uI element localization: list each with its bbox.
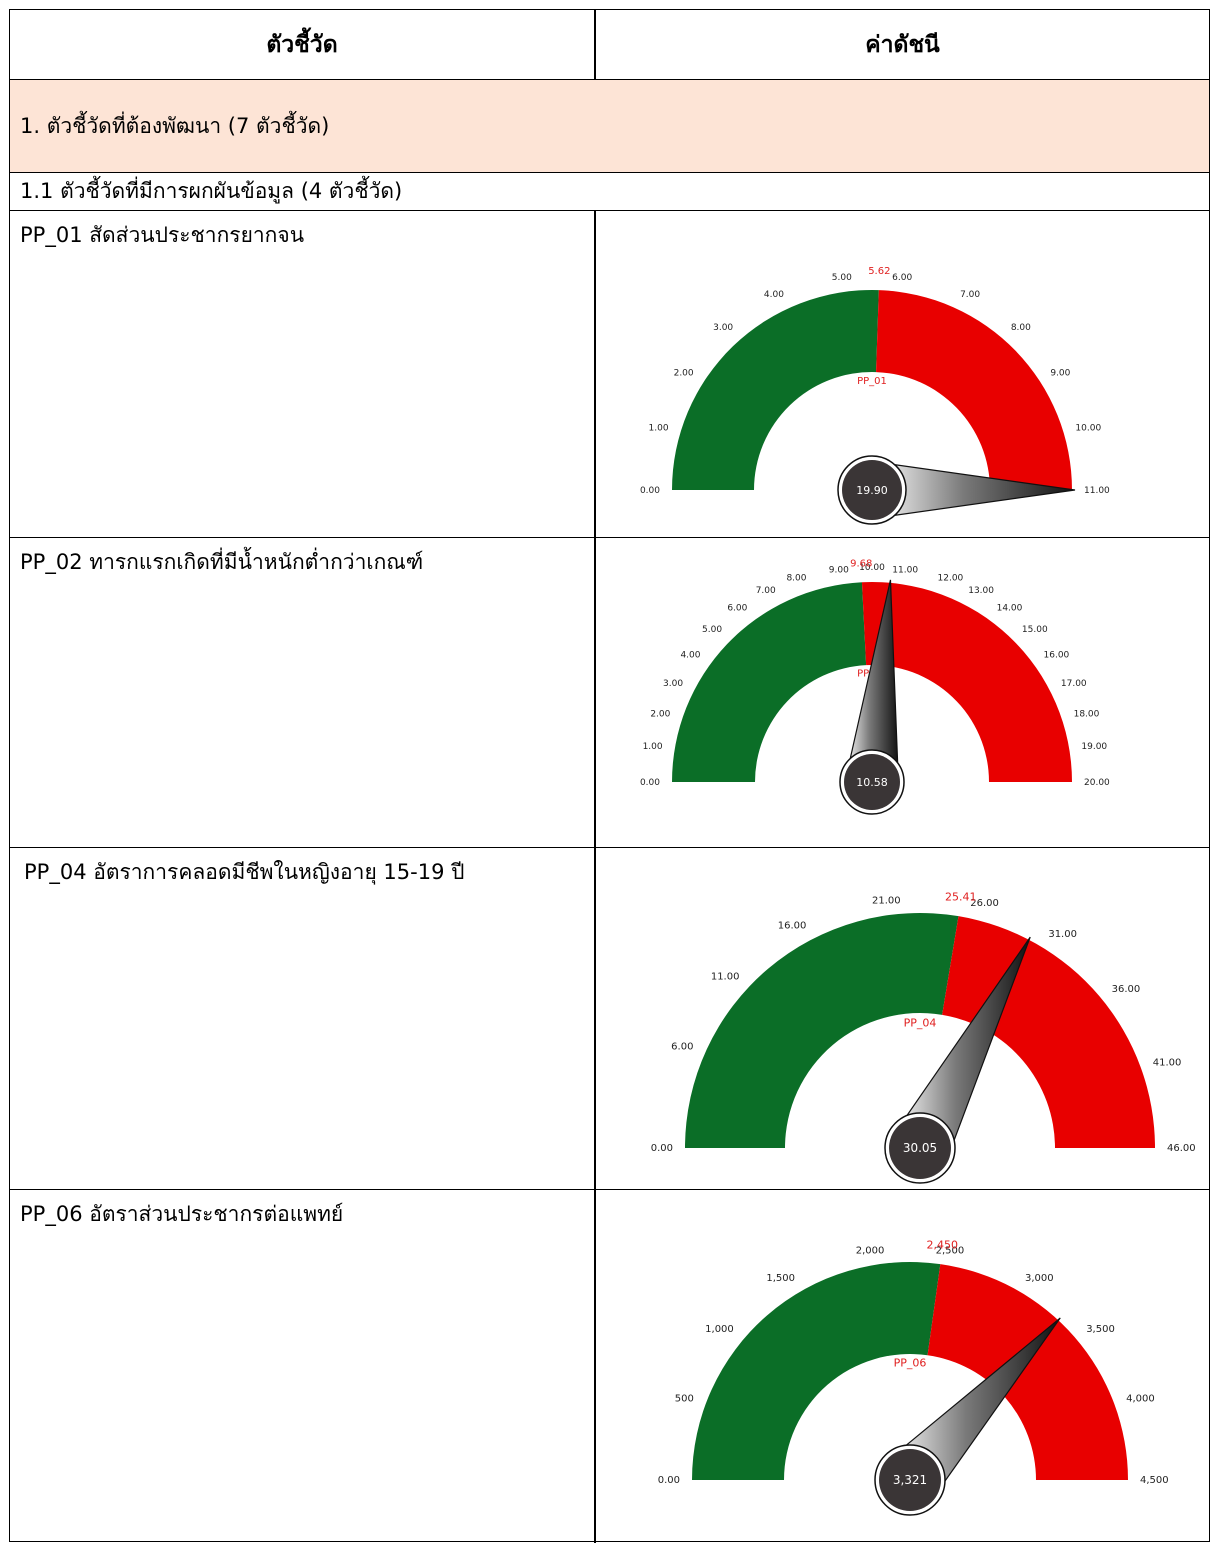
tick-label: 4.00 [680, 650, 700, 660]
tick-label: 11.00 [711, 971, 740, 982]
tick-label: 5.00 [702, 625, 722, 635]
tick-label: 8.00 [786, 573, 806, 583]
tick-label: 3.00 [713, 323, 733, 333]
tick-label: 4.00 [764, 290, 784, 300]
tick-label: 3,500 [1086, 1324, 1115, 1335]
tick-label: 8.00 [1011, 323, 1031, 333]
tick-label: 6.00 [727, 603, 747, 613]
indicator-label: PP_06 อัตราส่วนประชากรต่อแพทย์ [20, 1202, 344, 1226]
gauge-hub [844, 754, 900, 810]
indicator-table: ตัวชี้วัด ค่าดัชนี 1. ตัวชี้วัดที่ต้องพั… [9, 9, 1210, 1543]
gauge-band-below-threshold [692, 1262, 941, 1480]
gauge-band-above-threshold [861, 582, 1072, 782]
tick-label: 12.00 [938, 573, 964, 583]
gauge-chart-pp01: 0.00 1.00 2.00 3.00 4.00 5.00 6.00 7.00 8.00 9.00… [640, 266, 1110, 525]
tick-label: 13.00 [968, 586, 994, 596]
tick-label: 0.00 [658, 1475, 680, 1486]
gauge-hub [879, 1449, 941, 1511]
threshold-label: 9.68 [850, 558, 872, 569]
indicator-label: PP_01 สัดส่วนประชากรยากจน [20, 223, 305, 247]
tick-label: 2,500 [936, 1245, 965, 1256]
tick-label: 4,500 [1140, 1475, 1169, 1486]
gauge-title: PP_01 [857, 376, 887, 387]
tick-label: 2.00 [674, 368, 694, 378]
tick-label: 19.00 [1081, 742, 1107, 752]
table-header-row: ตัวชี้วัด ค่าดัชนี [10, 10, 1209, 80]
gauge-value-label: 30.05 [903, 1141, 937, 1155]
tick-label: 1.00 [649, 423, 669, 433]
tick-label: 21.00 [872, 895, 901, 906]
section-title: 1. ตัวชี้วัดที่ต้องพัฒนา (7 ตัวชี้วัด) [20, 113, 330, 138]
tick-label: 2,000 [856, 1245, 885, 1256]
tick-label: 3.00 [663, 679, 683, 689]
indicator-label: PP_02 ทารกแรกเกิดที่มีน้ำหนักต่ำกว่าเกณฑ… [20, 550, 424, 574]
tick-label: 7.00 [960, 290, 980, 300]
tick-label: 6.00 [671, 1042, 693, 1053]
tick-label: 0.00 [651, 1143, 673, 1154]
gauge-value-label: 3,321 [893, 1473, 927, 1487]
subsection-row: 1.1 ตัวชี้วัดที่มีการผกผันข้อมูล (4 ตัวช… [10, 173, 1209, 210]
indicator-label: PP_04 อัตราการคลอดมีชีพในหญิงอายุ 15-19 … [24, 860, 465, 884]
tick-label: 46.00 [1167, 1143, 1196, 1154]
threshold-label: 2,450 [927, 1238, 959, 1251]
gauge-band-above-threshold [927, 1264, 1128, 1480]
gauge-hub [842, 460, 902, 520]
section-row: 1. ตัวชี้วัดที่ต้องพัฒนา (7 ตัวชี้วัด) [10, 80, 1209, 173]
tick-label: 20.00 [1084, 778, 1110, 788]
tick-label: 1,000 [705, 1324, 734, 1335]
tick-label: 10.00 [1075, 423, 1101, 433]
tick-label: 15.00 [1022, 625, 1048, 635]
tick-label: 9.00 [829, 566, 849, 576]
tick-label: 7.00 [756, 586, 776, 596]
tick-label: 16.00 [1044, 650, 1070, 660]
tick-label: 5.00 [832, 273, 852, 283]
gauge-band-above-threshold [942, 916, 1155, 1148]
table-row: PP_01 สัดส่วนประชากรยากจน [10, 210, 1209, 538]
gauge-value-label: 19.90 [856, 484, 888, 497]
tick-label: 500 [675, 1393, 694, 1404]
tick-label: 31.00 [1048, 929, 1077, 940]
header-index: ค่าดัชนี [865, 31, 940, 58]
gauge-band-above-threshold [876, 290, 1072, 490]
tick-label: 41.00 [1153, 1057, 1182, 1068]
tick-label: 0.00 [640, 778, 660, 788]
tick-label: 3,000 [1025, 1273, 1054, 1284]
threshold-label: 5.62 [868, 266, 890, 277]
threshold-label: 25.41 [945, 890, 977, 903]
tick-label: 6.00 [892, 273, 912, 283]
gauge-hub [889, 1117, 951, 1179]
gauge-chart-pp04: 0.00 6.00 11.00 16.00 21.00 26.00 31.00 36.00 41… [651, 890, 1196, 1184]
table-row: PP_06 อัตราส่วนประชากรต่อแพทย์ [10, 1190, 1209, 1542]
table-row: PP_04 อัตราการคลอดมีชีพในหญิงอายุ 15-19 … [10, 848, 1209, 1190]
tick-label: 18.00 [1074, 709, 1100, 719]
tick-label: 0.00 [640, 486, 660, 496]
tick-label: 10.00 [859, 563, 885, 573]
tick-label: 9.00 [1050, 368, 1070, 378]
tick-label: 1,500 [766, 1273, 795, 1284]
gauge-chart-pp02: 0.00 1.00 2.00 3.00 4.00 5.00 6.00 7.00 8.00 9.00… [640, 558, 1110, 815]
subsection-title: 1.1 ตัวชี้วัดที่มีการผกผันข้อมูล (4 ตัวช… [20, 179, 403, 203]
gauge-title: PP_04 [904, 1017, 937, 1030]
tick-label: 17.00 [1061, 679, 1087, 689]
tick-label: 11.00 [1084, 486, 1110, 496]
gauge-value-label: 10.58 [856, 776, 888, 789]
tick-label: 1.00 [643, 742, 663, 752]
table-row: PP_02 ทารกแรกเกิดที่มีน้ำหนักต่ำกว่าเกณฑ… [10, 538, 1209, 848]
tick-label: 2.00 [650, 709, 670, 719]
gauge-band-below-threshold [672, 582, 867, 782]
gauge-band-below-threshold [685, 913, 959, 1148]
gauge-title: PP_06 [894, 1357, 927, 1370]
gauge-chart-pp06: 0.00 500 1,000 1,500 2,000 2,500 3,000 3,500 4,0… [658, 1238, 1169, 1516]
tick-label: 4,000 [1126, 1393, 1155, 1404]
tick-label: 16.00 [778, 921, 807, 932]
tick-label: 26.00 [970, 898, 999, 909]
tick-label: 36.00 [1112, 984, 1141, 995]
tick-label: 14.00 [997, 603, 1023, 613]
header-indicator: ตัวชี้วัด [266, 31, 338, 58]
gauge-band-below-threshold [672, 289, 879, 490]
tick-label: 11.00 [892, 566, 918, 576]
